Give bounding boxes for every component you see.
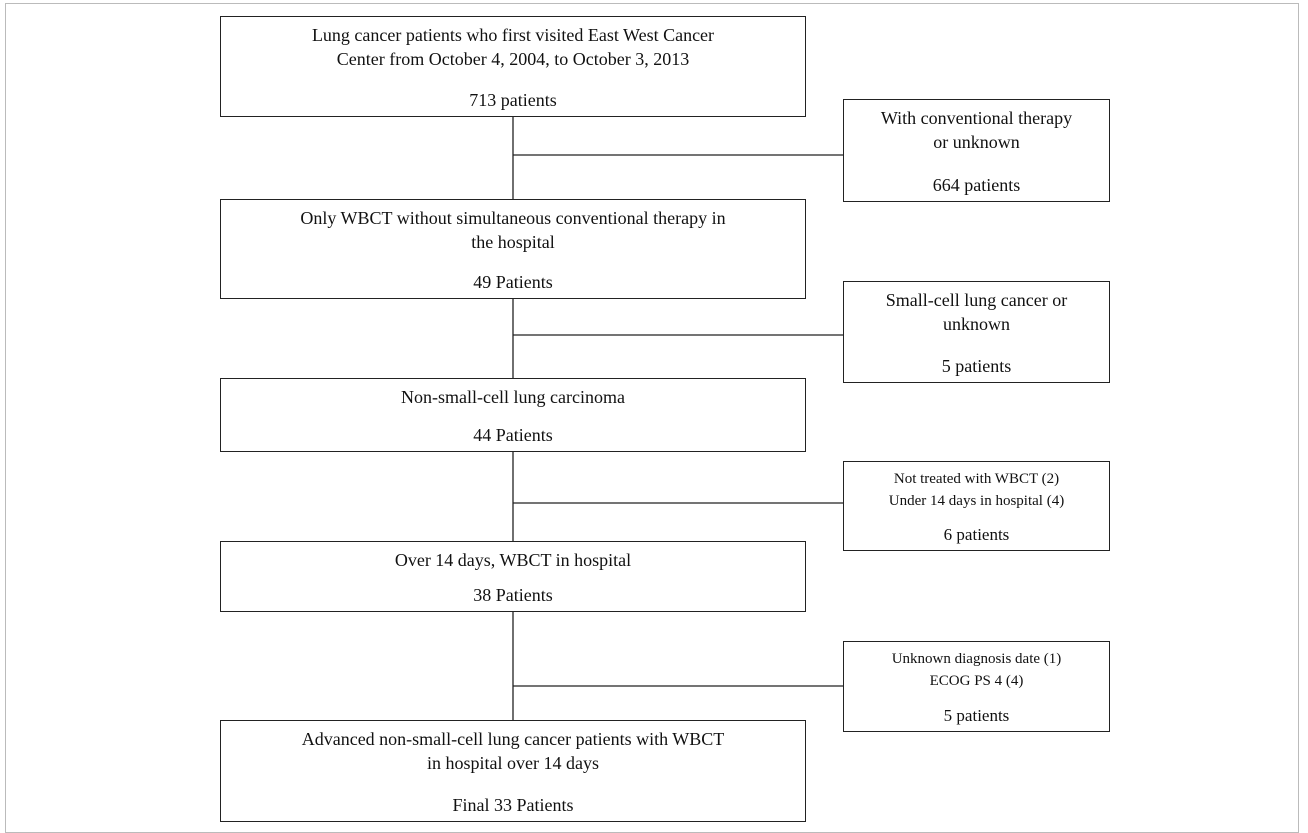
box-line: Only WBCT without simultaneous conventio… (300, 208, 726, 228)
box-line: Non-small-cell lung carcinoma (401, 387, 625, 407)
box-line: Not treated with WBCT (2) (893, 471, 1060, 487)
exclusion-box: With conventional therapy or unknown 664 p… (843, 99, 1110, 202)
stage-box: Non-small-cell lung carcinoma 44 Patients (220, 378, 806, 452)
exclusion-box: Small-cell lung cancer or unknown 5 patien… (843, 281, 1110, 383)
box-line: With conventional therapy (880, 108, 1073, 128)
box-count: 664 patients (932, 175, 1021, 195)
box-lines: Not treated with WBCT (2) Under 14 days i… (889, 468, 1064, 512)
box-lines: Advanced non-small-cell lung cancer pati… (302, 727, 725, 775)
box-count: 38 Patients (473, 585, 553, 605)
exclusion-box: Unknown diagnosis date (1) ECOG PS 4 (4) 5… (843, 641, 1110, 732)
box-line: the hospital (471, 232, 555, 252)
box-line: unknown (943, 314, 1010, 334)
box-lines: Non-small-cell lung carcinoma (401, 385, 625, 409)
stage-box: Only WBCT without simultaneous conventio… (220, 199, 806, 299)
box-line: ECOG PS 4 (4) (929, 673, 1024, 689)
stage-box: Lung cancer patients who first visited E… (220, 16, 806, 117)
box-line: Small-cell lung cancer or (885, 290, 1068, 310)
box-count: 5 patients (943, 706, 1010, 725)
box-lines: Over 14 days, WBCT in hospital (395, 548, 631, 572)
box-count: 49 Patients (473, 272, 553, 292)
box-count: Final 33 Patients (452, 795, 574, 815)
box-line: or unknown (933, 132, 1020, 152)
box-line: Lung cancer patients who first visited E… (311, 25, 715, 45)
box-count: 713 patients (469, 90, 557, 110)
box-count: 44 Patients (473, 425, 553, 445)
exclusion-box: Not treated with WBCT (2) Under 14 days i… (843, 461, 1110, 551)
box-lines: Lung cancer patients who first visited E… (312, 23, 714, 71)
box-lines: With conventional therapy or unknown (881, 106, 1072, 154)
box-count: 5 patients (941, 356, 1012, 376)
box-line: Advanced non-small-cell lung cancer pati… (301, 729, 725, 749)
box-line: Unknown diagnosis date (1) (891, 651, 1062, 667)
box-line: Over 14 days, WBCT in hospital (394, 550, 632, 570)
box-lines: Only WBCT without simultaneous conventio… (300, 206, 725, 254)
box-count: 6 patients (943, 525, 1010, 544)
stage-box: Advanced non-small-cell lung cancer pati… (220, 720, 806, 822)
box-lines: Unknown diagnosis date (1) ECOG PS 4 (4) (892, 648, 1062, 692)
box-lines: Small-cell lung cancer or unknown (886, 288, 1067, 336)
stage-box: Over 14 days, WBCT in hospital 38 Patient… (220, 541, 806, 612)
box-line: Under 14 days in hospital (4) (888, 493, 1065, 509)
box-line: Center from October 4, 2004, to October … (336, 49, 690, 69)
box-line: in hospital over 14 days (427, 753, 599, 773)
